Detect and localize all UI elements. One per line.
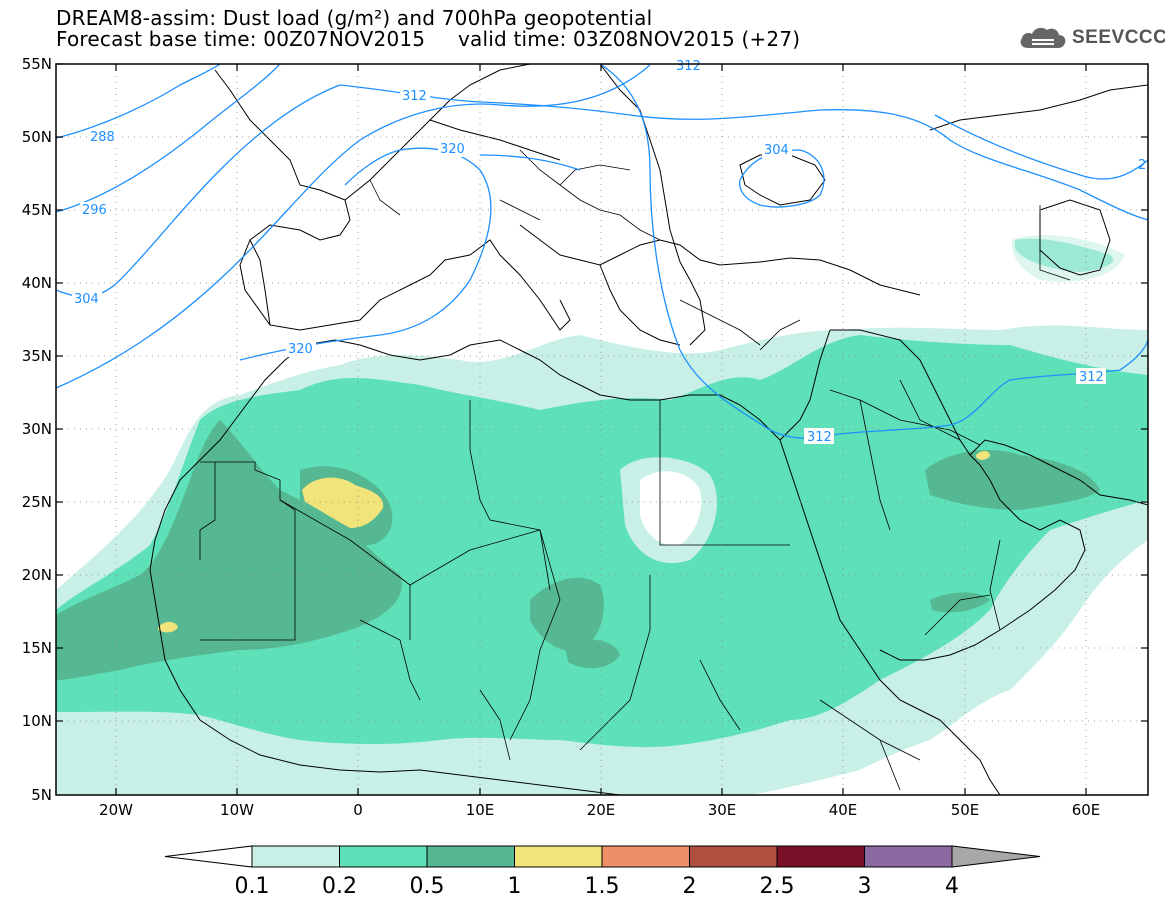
seevccc-logo: SEEVCCC xyxy=(1018,24,1165,52)
colorbar-segment xyxy=(426,845,515,868)
lon-label: 0 xyxy=(353,801,363,819)
longitude-labels: 20W 10W 0 10E 20E 30E 40E 50E 60E xyxy=(99,801,1100,819)
dust-region-dark-west xyxy=(56,420,402,680)
graticule xyxy=(56,64,1148,795)
dust-region-mid xyxy=(56,335,1148,748)
lat-label: 35N xyxy=(22,347,52,365)
lon-label: 30E xyxy=(708,801,737,819)
colorbar-segment xyxy=(864,845,953,868)
colorbar-label: 3 xyxy=(858,874,872,899)
title-block: DREAM8-assim: Dust load (g/m²) and 700hP… xyxy=(56,8,800,50)
contour-label: 312 xyxy=(676,59,701,74)
colorbar: 0.1 0.2 0.5 1 1.5 2 2.5 3 4 xyxy=(164,845,1041,899)
lon-label: 10W xyxy=(220,801,254,819)
contour-label: 312 xyxy=(402,89,427,104)
contour-label: 296 xyxy=(82,203,107,218)
colorbar-segment xyxy=(251,845,340,868)
contour-label: 304 xyxy=(74,292,99,307)
lat-label: 10N xyxy=(22,712,52,730)
colorbar-label: 2.5 xyxy=(760,874,795,899)
contour-label: 312 xyxy=(1079,370,1104,385)
colorbar-label: 0.5 xyxy=(410,874,445,899)
dust-field xyxy=(56,235,1148,795)
lon-label: 60E xyxy=(1072,801,1101,819)
dust-region-yellow-senegal xyxy=(158,621,178,633)
contour-label: 320 xyxy=(288,342,313,357)
lon-label: 20E xyxy=(587,801,616,819)
lon-label: 20W xyxy=(99,801,133,819)
title-line-2: Forecast base time: 00Z07NOV2015 valid t… xyxy=(56,27,801,51)
title-line-1: DREAM8-assim: Dust load (g/m²) and 700hP… xyxy=(56,6,653,30)
lat-label: 45N xyxy=(22,201,52,219)
colorbar-over-triangle xyxy=(951,845,1041,868)
lat-label: 50N xyxy=(22,128,52,146)
dust-region-dark-chad xyxy=(530,577,604,651)
lat-label: 30N xyxy=(22,420,52,438)
contour-label: 312 xyxy=(807,430,832,445)
colorbar-segment xyxy=(339,845,428,868)
dust-region-dark-sudan xyxy=(565,639,620,669)
contour-labels: 288 296 304 312 320 304 312 320 312 312 … xyxy=(72,59,1146,445)
lat-label: 40N xyxy=(22,274,52,292)
contour-label: 288 xyxy=(90,130,115,145)
dust-hole-white xyxy=(640,471,702,546)
lon-label: 50E xyxy=(951,801,980,819)
dust-region-yellow-mali xyxy=(302,477,384,528)
latitude-labels: 55N 50N 45N 40N 35N 30N 25N 20N 15N 10N … xyxy=(22,55,52,804)
lat-label: 55N xyxy=(22,55,52,73)
country-borders xyxy=(199,149,1071,791)
map-plot-area xyxy=(56,64,1148,795)
colorbar-label: 0.1 xyxy=(235,874,270,899)
colorbar-segment xyxy=(514,845,603,868)
colorbar-label: 1.5 xyxy=(585,874,620,899)
lon-label: 10E xyxy=(466,801,495,819)
contour-label: 304 xyxy=(764,143,789,158)
colorbar-segment xyxy=(601,845,690,868)
logo-text: SEEVCCC xyxy=(1072,27,1165,48)
lat-label: 20N xyxy=(22,566,52,584)
tick-marks xyxy=(56,63,1148,795)
colorbar-segment xyxy=(776,845,865,868)
cloud-icon xyxy=(1020,27,1066,48)
dust-region-dark-gulf xyxy=(925,450,1100,510)
lat-label: 25N xyxy=(22,493,52,511)
lat-label: 15N xyxy=(22,639,52,657)
lon-label: 40E xyxy=(829,801,858,819)
contour-label: 2 xyxy=(1138,158,1146,173)
colorbar-label: 1 xyxy=(508,874,522,899)
colorbar-label: 2 xyxy=(683,874,697,899)
colorbar-label: 0.2 xyxy=(322,874,357,899)
contour-label: 320 xyxy=(440,142,465,157)
lat-label: 5N xyxy=(31,786,52,804)
dust-region-yellow-kuwait xyxy=(976,450,990,460)
colorbar-segment xyxy=(689,845,778,868)
colorbar-under-triangle xyxy=(164,845,253,868)
colorbar-label: 4 xyxy=(945,874,959,899)
